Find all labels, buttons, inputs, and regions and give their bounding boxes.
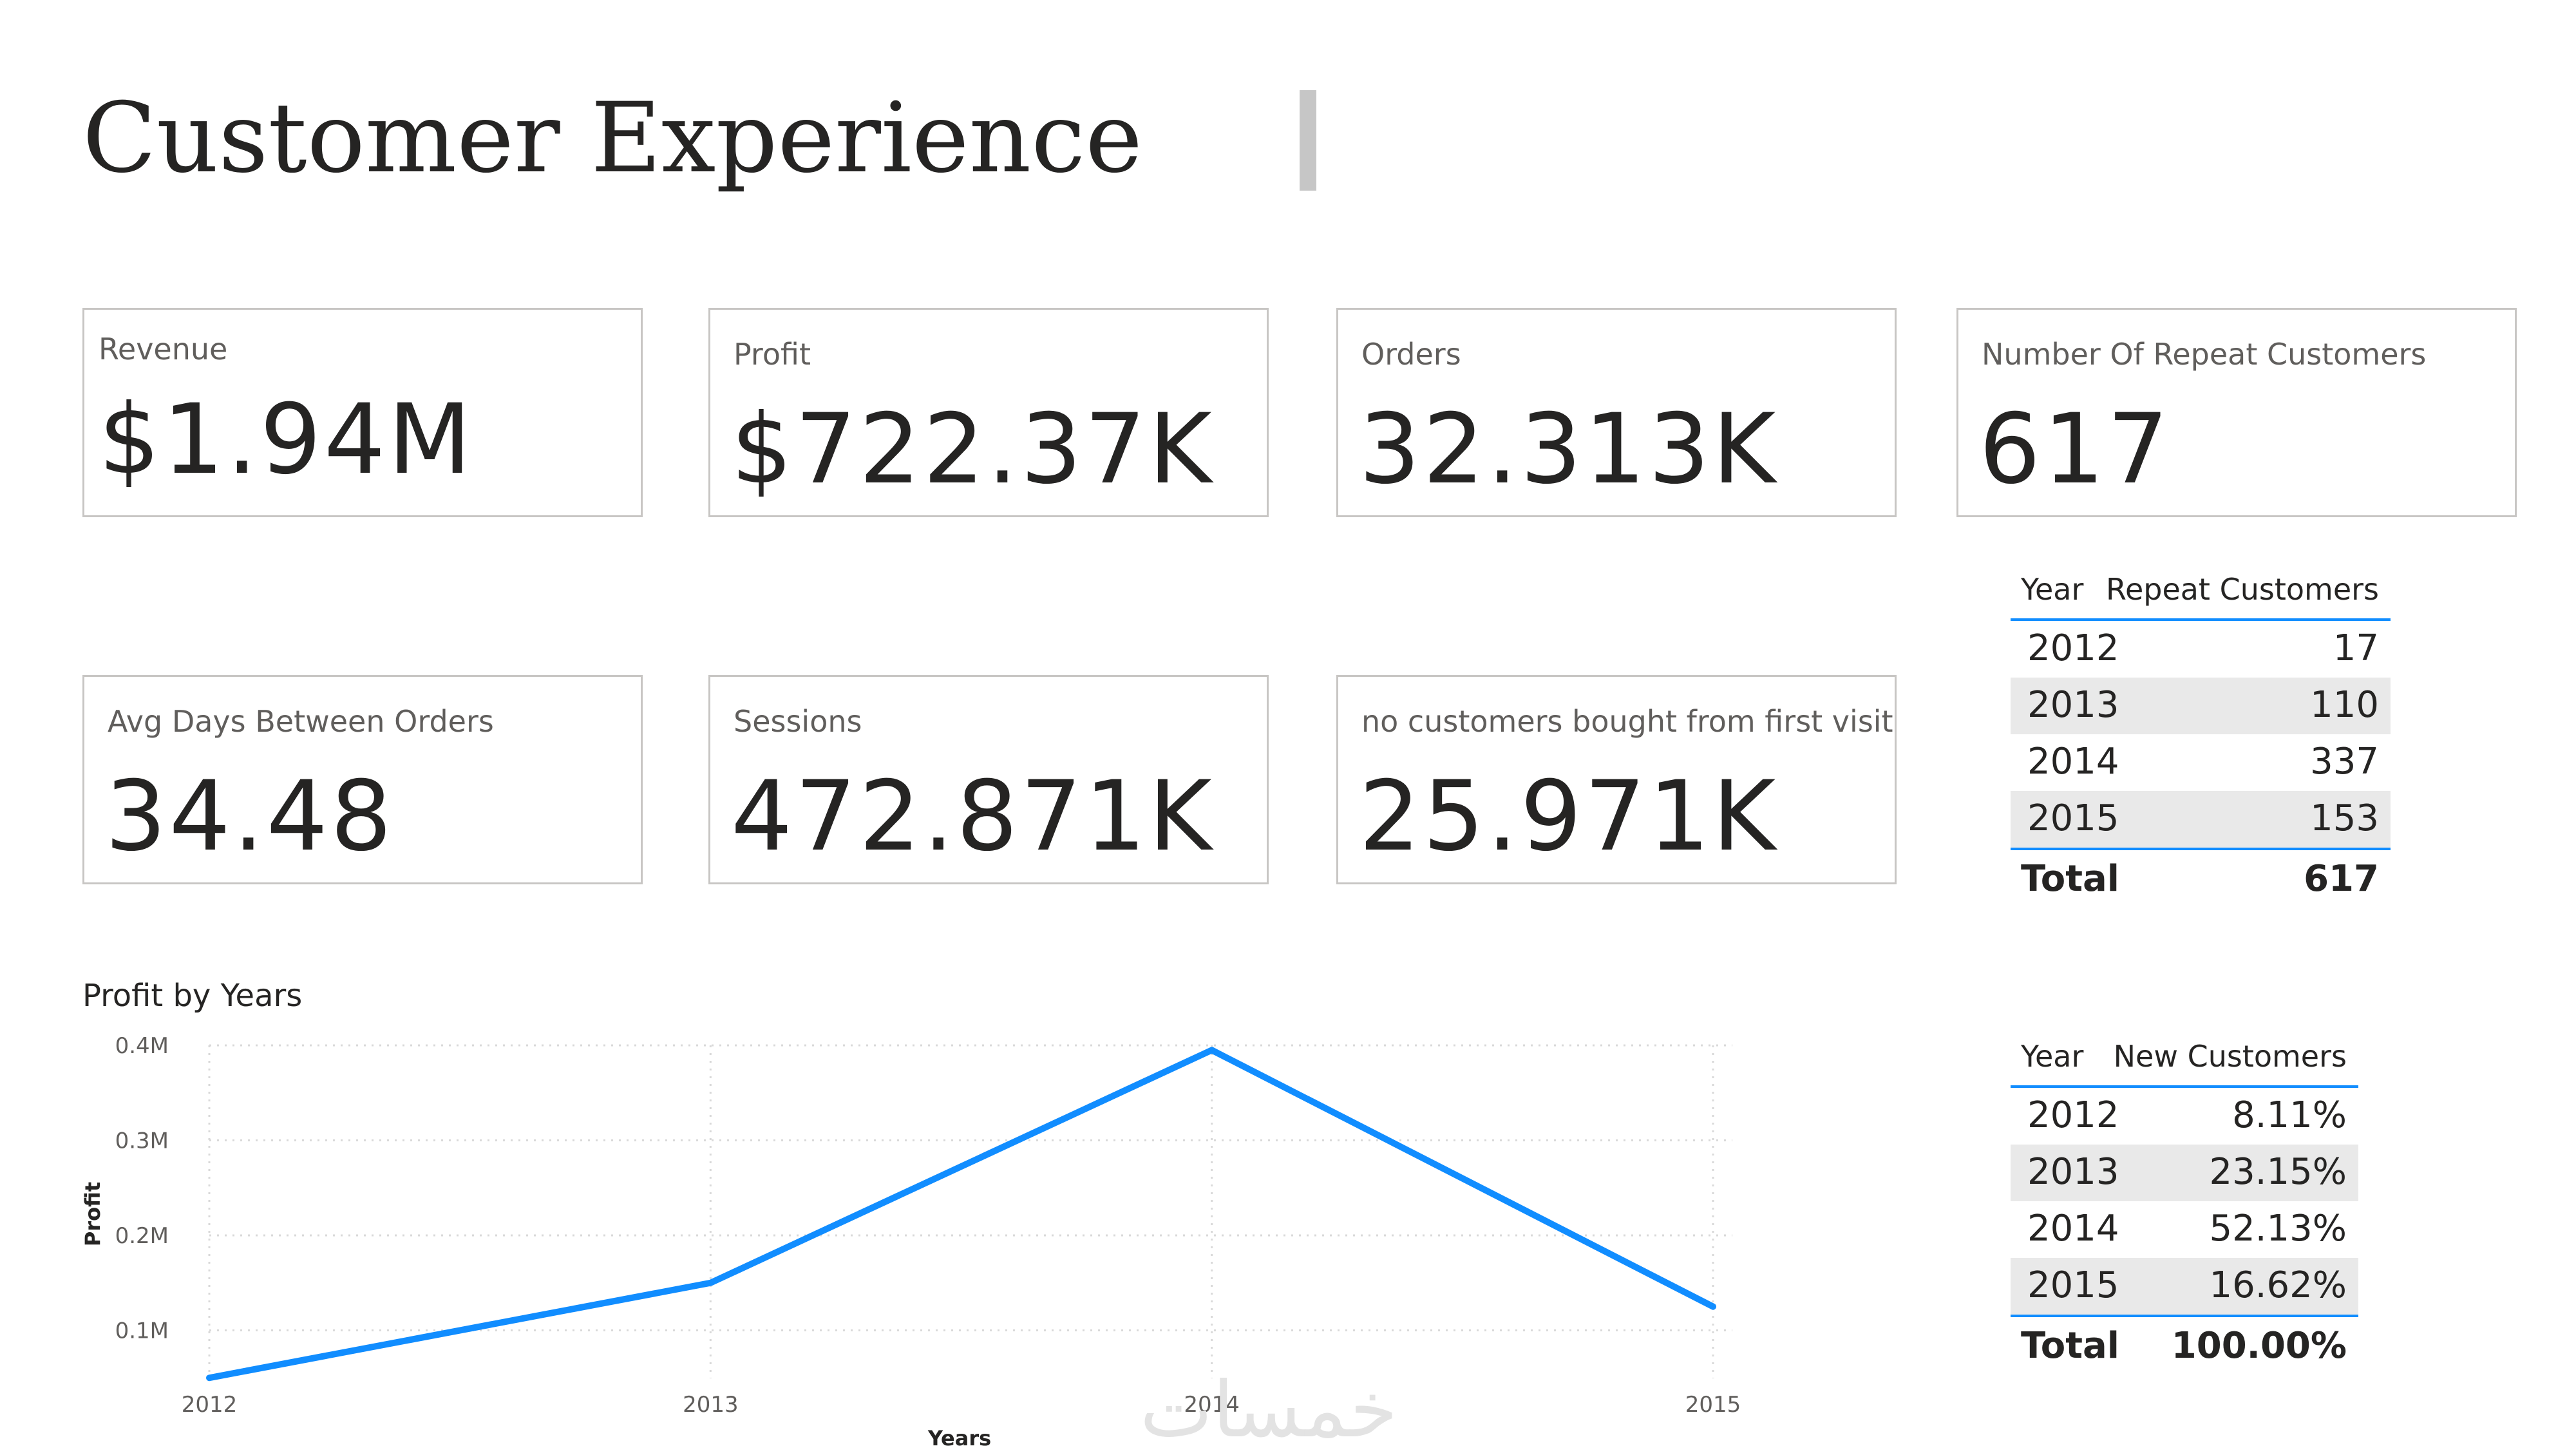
- table-row: 2012 17: [2011, 621, 2391, 678]
- header-year[interactable]: Year: [2021, 572, 2084, 607]
- x-tick-label: 2012: [182, 1392, 238, 1418]
- revenue-card[interactable]: Revenue $1.94M: [82, 308, 643, 517]
- profit-card[interactable]: Profit $722.37K: [708, 308, 1269, 517]
- table-header: Year Repeat Customers: [2011, 567, 2391, 621]
- repeat-customers-card[interactable]: Number Of Repeat Customers 617: [1956, 308, 2517, 517]
- repeat-customers-label: Number Of Repeat Customers: [1982, 337, 2427, 372]
- row-value: 23.15%: [2209, 1151, 2347, 1193]
- title-divider: [1300, 90, 1316, 191]
- chart-title: Profit by Years: [82, 978, 303, 1014]
- x-tick-label: 2013: [683, 1392, 739, 1418]
- table-row: 2013 110: [2011, 678, 2391, 734]
- row-year: 2014: [2027, 1208, 2119, 1250]
- new-customers-table[interactable]: Year New Customers 2012 8.11% 2013 23.15…: [2011, 1034, 2358, 1394]
- page-title: Customer Experience: [82, 82, 1143, 195]
- table-total-row: Total 617: [2011, 848, 2391, 912]
- header-new-customers[interactable]: New Customers: [2113, 1039, 2347, 1074]
- total-value: 617: [2304, 858, 2379, 900]
- table-total-row: Total 100.00%: [2011, 1315, 2358, 1379]
- row-year: 2012: [2027, 1094, 2119, 1136]
- orders-card[interactable]: Orders 32.313K: [1336, 308, 1897, 517]
- total-value: 100.00%: [2171, 1325, 2347, 1367]
- row-year: 2015: [2027, 1264, 2119, 1306]
- sessions-card[interactable]: Sessions 472.871K: [708, 675, 1269, 884]
- row-year: 2014: [2027, 741, 2119, 783]
- table-header: Year New Customers: [2011, 1034, 2358, 1088]
- row-value: 153: [2310, 797, 2379, 839]
- avg-days-value: 34.48: [105, 761, 395, 873]
- watermark-text: خمسات: [1140, 1365, 1398, 1455]
- data-point: [709, 1281, 712, 1284]
- orders-value: 32.313K: [1359, 394, 1779, 506]
- sessions-label: Sessions: [734, 704, 862, 739]
- profit-series-line: [206, 1047, 1716, 1382]
- row-year: 2015: [2027, 797, 2119, 839]
- row-value: 110: [2310, 684, 2379, 726]
- header-repeat-customers[interactable]: Repeat Customers: [2106, 572, 2379, 607]
- avg-days-label: Avg Days Between Orders: [108, 704, 494, 739]
- table-row: 2014 52.13%: [2011, 1201, 2358, 1258]
- row-value: 337: [2310, 741, 2379, 783]
- total-label: Total: [2021, 1325, 2119, 1367]
- first-visit-label: no customers bought from first visit: [1361, 704, 1893, 739]
- profit-label: Profit: [734, 337, 811, 372]
- row-year: 2013: [2027, 684, 2119, 726]
- row-year: 2013: [2027, 1151, 2119, 1193]
- profit-value: $722.37K: [731, 394, 1215, 506]
- repeat-customers-table[interactable]: Year Repeat Customers 2012 17 2013 110 2…: [2011, 567, 2391, 927]
- sessions-value: 472.871K: [731, 761, 1215, 873]
- table-row: 2015 16.62%: [2011, 1258, 2358, 1315]
- row-year: 2012: [2027, 627, 2119, 669]
- total-label: Total: [2021, 858, 2119, 900]
- row-value: 52.13%: [2209, 1208, 2347, 1250]
- x-tick-label: 2015: [1685, 1392, 1741, 1418]
- data-point: [208, 1376, 211, 1380]
- y-tick-label: 0.3M: [115, 1128, 169, 1154]
- x-axis-title: Years: [927, 1426, 991, 1450]
- y-tick-label: 0.4M: [115, 1033, 169, 1059]
- repeat-customers-value: 617: [1979, 394, 2172, 506]
- row-value: 17: [2333, 627, 2379, 669]
- table-row: 2012 8.11%: [2011, 1088, 2358, 1145]
- table-row: 2015 153: [2011, 791, 2391, 848]
- header-year[interactable]: Year: [2021, 1039, 2084, 1074]
- y-axis-title: Profit: [80, 1182, 105, 1246]
- revenue-label: Revenue: [99, 332, 228, 366]
- data-point: [1712, 1305, 1714, 1308]
- table-row: 2013 23.15%: [2011, 1145, 2358, 1201]
- y-tick-label: 0.1M: [115, 1318, 169, 1344]
- avg-days-card[interactable]: Avg Days Between Orders 34.48: [82, 675, 643, 884]
- revenue-value: $1.94M: [99, 384, 474, 496]
- y-tick-label: 0.2M: [115, 1223, 169, 1249]
- watermark-logo: خمسات: [1140, 1365, 1397, 1455]
- data-point: [1210, 1049, 1213, 1052]
- first-visit-card[interactable]: no customers bought from first visit 25.…: [1336, 675, 1897, 884]
- row-value: 8.11%: [2232, 1094, 2347, 1136]
- table-row: 2014 337: [2011, 734, 2391, 791]
- first-visit-value: 25.971K: [1359, 761, 1779, 873]
- row-value: 16.62%: [2209, 1264, 2347, 1306]
- orders-label: Orders: [1361, 337, 1461, 372]
